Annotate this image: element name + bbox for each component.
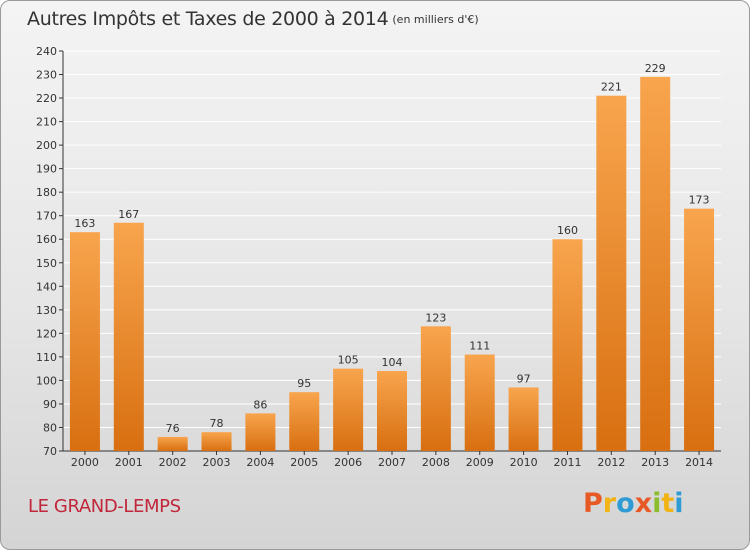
bar-value-label: 160 (557, 224, 578, 237)
y-tick-label: 90 (43, 398, 57, 411)
logo-letter: o (616, 488, 635, 519)
y-tick-label: 240 (36, 45, 57, 58)
bar (640, 76, 671, 451)
bar-value-label: 229 (645, 62, 666, 75)
x-tick-label: 2004 (246, 456, 274, 469)
y-tick-label: 120 (36, 327, 57, 340)
bar (684, 208, 715, 451)
y-tick-label: 220 (36, 92, 57, 105)
x-tick-label: 2001 (115, 456, 143, 469)
y-tick-label: 210 (36, 116, 57, 129)
chart-unit: (en milliers d'€) (392, 13, 479, 26)
bar-value-label: 221 (601, 81, 622, 94)
logo-letter: x (634, 488, 653, 519)
bar (201, 432, 232, 451)
bar (464, 354, 495, 451)
bar-value-label: 78 (210, 417, 224, 430)
y-tick-label: 80 (43, 421, 57, 434)
chart-title-text: Autres Impôts et Taxes de 2000 à 2014 (27, 8, 389, 30)
bar (420, 326, 451, 451)
x-tick-label: 2007 (378, 456, 406, 469)
y-tick-label: 150 (36, 257, 57, 270)
bar-value-label: 123 (425, 311, 446, 324)
logo-letter: t (661, 488, 675, 519)
y-tick-label: 140 (36, 280, 57, 293)
x-tick-label: 2002 (159, 456, 187, 469)
x-tick-label: 2008 (422, 456, 450, 469)
bar-value-label: 104 (382, 356, 403, 369)
y-tick-label: 170 (36, 210, 57, 223)
x-tick-label: 2011 (553, 456, 581, 469)
labels: 163 167 76 78 86 95 105 104 123 111 97 160 221 229 173 (74, 62, 709, 435)
bar-value-label: 167 (118, 208, 139, 221)
bar (333, 368, 364, 451)
bar (157, 436, 188, 451)
y-tick-label: 70 (43, 445, 57, 458)
bar-value-label: 105 (338, 354, 359, 367)
bar (596, 95, 627, 452)
x-tick-label: 2003 (203, 456, 231, 469)
logo-letter: i (674, 488, 684, 519)
bar-value-label: 163 (74, 217, 95, 230)
bar (245, 413, 276, 451)
chart-title: Autres Impôts et Taxes de 2000 à 2014 (en… (27, 8, 479, 30)
y-tick-label: 180 (36, 186, 57, 199)
bars (69, 76, 715, 452)
x-tick-label: 2010 (510, 456, 538, 469)
bar (552, 239, 583, 451)
logo-letter: P (583, 488, 603, 519)
y-tick-label: 110 (36, 351, 57, 364)
bar (113, 222, 144, 451)
bar-value-label: 97 (517, 372, 531, 385)
y-tick-label: 100 (36, 374, 57, 387)
y-tick-label: 190 (36, 163, 57, 176)
x-tick-label: 2009 (466, 456, 494, 469)
logo-letter: r (602, 488, 617, 519)
location-name: LE GRAND-LEMPS (28, 496, 181, 517)
x-tick-label: 2013 (641, 456, 669, 469)
x-tick-label: 2000 (71, 456, 99, 469)
bar-value-label: 86 (253, 398, 267, 411)
y-tick-label: 160 (36, 233, 57, 246)
bar (508, 387, 539, 451)
logo-letter: i (652, 488, 662, 519)
bar (69, 232, 100, 451)
x-tick-label: 2012 (597, 456, 625, 469)
bar-value-label: 76 (166, 422, 180, 435)
proxiti-logo: Proxiti (583, 488, 684, 519)
x-tick-label: 2014 (685, 456, 713, 469)
bar-value-label: 95 (297, 377, 311, 390)
y-tick-label: 200 (36, 139, 57, 152)
y-tick-label: 230 (36, 69, 57, 82)
bar-value-label: 173 (689, 194, 710, 207)
x-tick-label: 2005 (290, 456, 318, 469)
y-tick-label: 130 (36, 304, 57, 317)
bar-value-label: 111 (469, 340, 490, 353)
x-tick-label: 2006 (334, 456, 362, 469)
bar (377, 371, 407, 451)
bar (289, 392, 320, 451)
